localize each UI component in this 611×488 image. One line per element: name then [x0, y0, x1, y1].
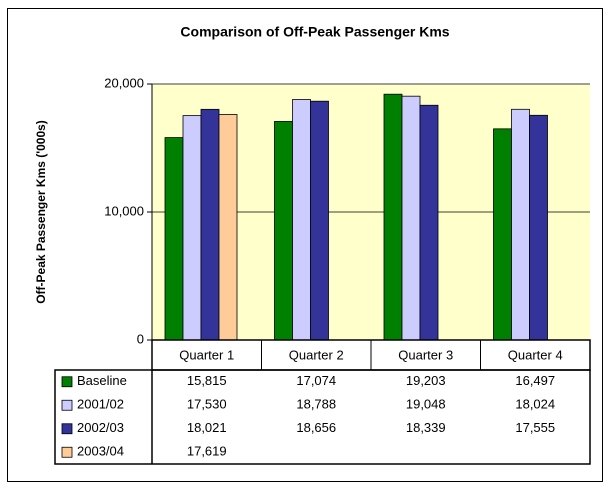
data-table-value: 18,021	[187, 420, 227, 435]
data-table-value: 15,815	[187, 373, 227, 388]
data-table-value: 18,656	[296, 420, 336, 435]
bar	[511, 108, 530, 341]
table-box	[54, 369, 591, 465]
bar	[310, 100, 329, 341]
data-table-value: 18,788	[296, 397, 336, 412]
x-tick-label: Quarter 4	[508, 347, 563, 362]
bar	[164, 137, 184, 341]
data-table-value: 17,530	[187, 397, 227, 412]
data-table-value: 19,203	[406, 373, 446, 388]
legend-key	[61, 399, 73, 411]
data-table-value: 16,497	[515, 373, 555, 388]
bar	[292, 99, 311, 341]
y-tick-label: 20,000	[104, 75, 144, 90]
data-table-value: 18,024	[515, 397, 555, 412]
bar	[200, 108, 220, 341]
data-table-value: 19,048	[406, 397, 446, 412]
legend-label: 2003/04	[77, 444, 124, 459]
bar	[218, 114, 238, 341]
bar	[493, 128, 512, 341]
bar	[383, 93, 403, 341]
bar	[274, 121, 293, 341]
legend-key	[61, 423, 73, 435]
legend-label: 2002/03	[77, 420, 124, 435]
bar	[529, 114, 548, 341]
x-tick-label: Quarter 1	[179, 347, 234, 362]
y-tick-label: 0	[137, 331, 144, 346]
legend-label: 2001/02	[77, 397, 124, 412]
bar	[419, 104, 439, 341]
data-table-value: 18,339	[406, 420, 446, 435]
x-tick-label: Quarter 2	[289, 347, 344, 362]
bar	[182, 115, 202, 341]
y-axis-label: Off-Peak Passenger Kms ('000s)	[34, 120, 48, 304]
data-table-value: 17,074	[296, 373, 336, 388]
y-tick-label: 10,000	[104, 203, 144, 218]
legend-key	[61, 376, 73, 388]
data-table-value: 17,555	[515, 420, 555, 435]
x-tick-label: Quarter 3	[398, 347, 453, 362]
legend-label: Baseline	[77, 373, 127, 388]
chart-title: Comparison of Off-Peak Passenger Kms	[180, 24, 449, 40]
bar	[401, 95, 421, 341]
legend-key	[61, 446, 73, 458]
data-table-value: 17,619	[187, 444, 227, 459]
